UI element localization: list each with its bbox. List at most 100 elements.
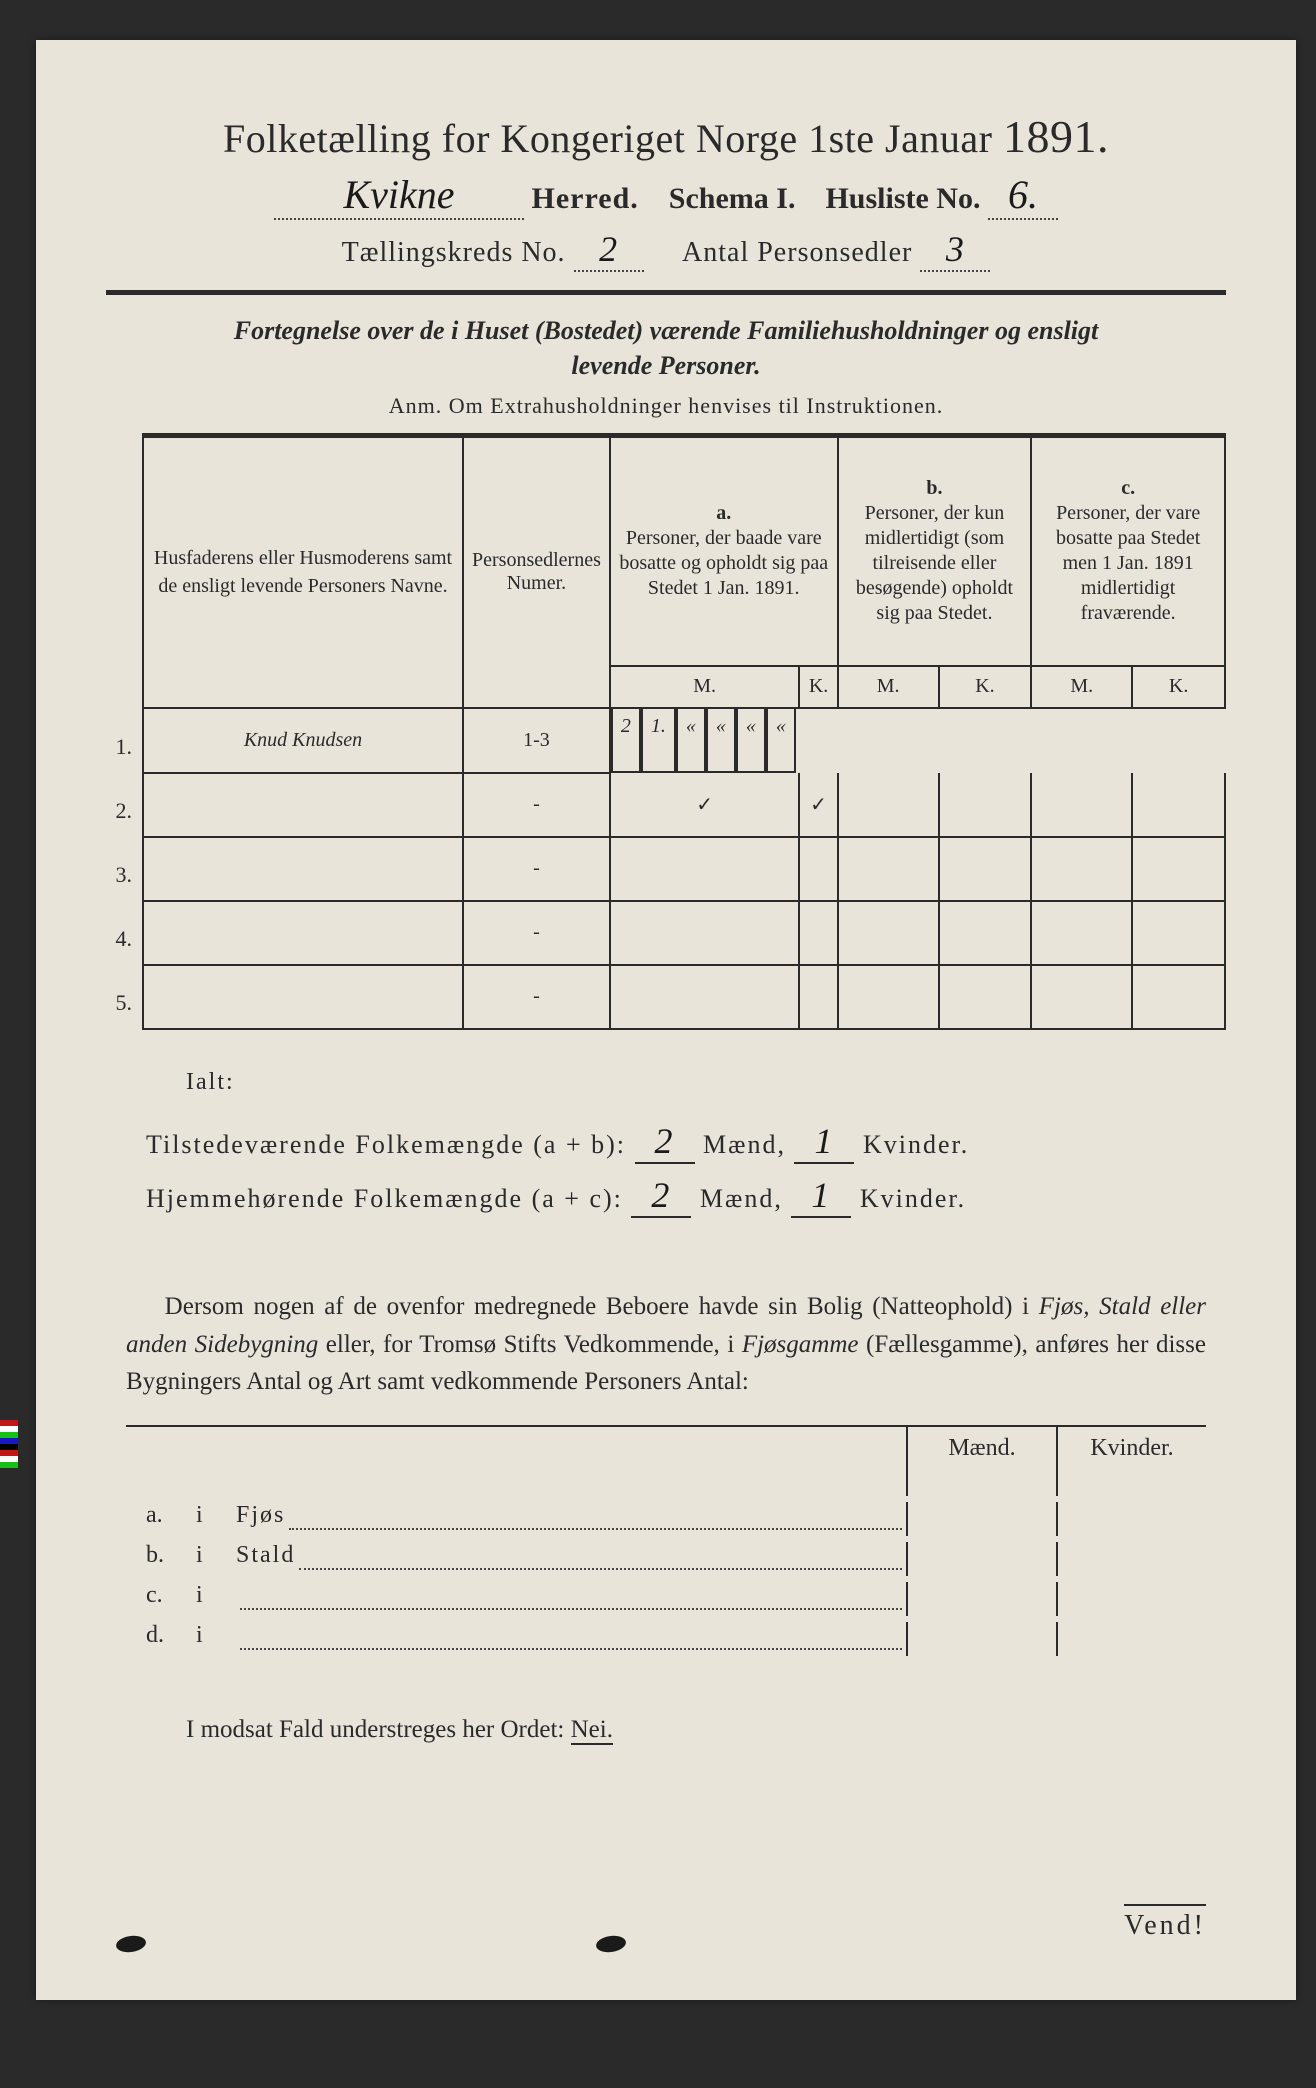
dots	[240, 1622, 902, 1650]
cell-numer: -	[463, 965, 610, 1029]
row-kvinder	[1056, 1582, 1206, 1616]
col-header-b: b.Personer, der kun midlertidigt (som ti…	[838, 436, 1032, 666]
abcd-row: a. i Fjøs	[126, 1502, 1206, 1536]
antal-no: 3	[946, 228, 965, 270]
title-year: 1891.	[1003, 111, 1109, 162]
row-label: c.	[126, 1582, 196, 1616]
cell-ak: 1.	[641, 709, 676, 773]
small-hdr-maend: Mænd.	[906, 1427, 1056, 1496]
row-num-1: 1.	[106, 715, 142, 779]
header-line-2: Kvikne Herred. Schema I. Husliste No. 6.	[106, 171, 1226, 220]
cell-numer: -	[463, 901, 610, 965]
cell-cm	[1031, 901, 1132, 965]
cell-ck	[1132, 773, 1225, 837]
row-i: i	[196, 1582, 236, 1616]
cell-numer: -	[463, 837, 610, 901]
cell-name: Knud Knudsen	[143, 708, 463, 773]
row-maend	[906, 1502, 1056, 1536]
cell-bk	[939, 901, 1032, 965]
col-header-a: a.Personer, der baade vare bosatte og op…	[610, 436, 838, 666]
hjemme-kvinder: 1	[791, 1174, 851, 1218]
cell-bk	[939, 837, 1032, 901]
cell-cm	[1031, 965, 1132, 1029]
col-header-numer: Personsedlernes Numer.	[463, 436, 610, 708]
scan-artifact	[0, 1420, 18, 1530]
hdr-c-k: K.	[1132, 666, 1225, 708]
col-header-name: Husfaderens eller Husmoderens samt de en…	[143, 436, 463, 708]
row-maend	[906, 1622, 1056, 1656]
dots	[289, 1502, 902, 1530]
ialt-label: Ialt:	[186, 1069, 1226, 1096]
row-text: Fjøs	[236, 1502, 285, 1536]
cell-am: 2	[611, 709, 641, 773]
cell-cm	[1031, 773, 1132, 837]
row-num-5: 5.	[106, 971, 142, 1035]
hdr-c-m: M.	[1031, 666, 1132, 708]
sum-line-1: Tilstedeværende Folkemængde (a + b): 2 M…	[146, 1120, 1226, 1164]
herred-label: Herred.	[532, 182, 639, 215]
subtitle-line-2: levende Personer.	[106, 348, 1226, 383]
abcd-row: c. i	[126, 1582, 1206, 1616]
row-label: d.	[126, 1622, 196, 1656]
cell-numer: -	[463, 773, 610, 837]
cell-ak	[799, 837, 837, 901]
subtitle-line-1: Fortegnelse over de i Huset (Bostedet) v…	[106, 313, 1226, 348]
subtitle: Fortegnelse over de i Huset (Bostedet) v…	[106, 313, 1226, 383]
cell-ck: «	[766, 709, 796, 773]
title-prefix: Folketælling for Kongeriget Norge 1ste J…	[223, 116, 992, 161]
table-row: Knud Knudsen 1-3 2 1. « « « «	[143, 708, 1225, 773]
cell-bm: «	[676, 709, 706, 773]
hdr-a-m: M.	[610, 666, 800, 708]
small-hdr-kvinder: Kvinder.	[1056, 1427, 1206, 1496]
main-table: Husfaderens eller Husmoderens samt de en…	[142, 433, 1226, 1030]
row-maend	[906, 1542, 1056, 1576]
cell-cm	[1031, 837, 1132, 901]
header-line-3: Tællingskreds No. 2 Antal Personsedler 3	[106, 228, 1226, 272]
instructions-paragraph: Dersom nogen af de ovenfor medregnede Be…	[126, 1288, 1206, 1401]
small-table-header: Mænd. Kvinder.	[126, 1425, 1206, 1496]
cell-ck	[1132, 901, 1225, 965]
abcd-row: b. i Stald	[126, 1542, 1206, 1576]
antal-label: Antal Personsedler	[682, 237, 912, 268]
ink-mark-icon	[595, 1934, 627, 1954]
cell-cm: «	[736, 709, 766, 773]
cell-ck	[1132, 965, 1225, 1029]
cell-bm	[838, 773, 939, 837]
herred-name-handwritten: Kvikne	[344, 171, 455, 218]
row-i: i	[196, 1622, 236, 1656]
cell-am	[610, 901, 800, 965]
row-num-2: 2.	[106, 779, 142, 843]
cell-bm	[838, 965, 939, 1029]
vend-label: Vend!	[1124, 1904, 1206, 1942]
row-kvinder	[1056, 1502, 1206, 1536]
hjemme-maend: 2	[631, 1174, 691, 1218]
cell-name	[143, 901, 463, 965]
tilstede-maend: 2	[635, 1120, 695, 1164]
hdr-a-k: K.	[799, 666, 837, 708]
maend-label: Mænd,	[703, 1130, 786, 1159]
schema-label: Schema I.	[669, 182, 796, 215]
hdr-b-m: M.	[838, 666, 939, 708]
small-table: Mænd. Kvinder. a. i Fjøs b. i Stald c. i	[126, 1425, 1206, 1656]
cell-ak: ✓	[799, 773, 837, 837]
cell-bk	[939, 773, 1032, 837]
annotation-note: Anm. Om Extrahusholdninger henvises til …	[106, 393, 1226, 419]
main-table-wrap: 1. 2. 3. 4. 5. Husfaderens eller Husmode…	[106, 433, 1226, 1035]
table-row: -	[143, 901, 1225, 965]
tilstede-label: Tilstedeværende Folkemængde (a + b):	[146, 1130, 626, 1159]
row-label: b.	[126, 1542, 196, 1576]
cell-bk: «	[706, 709, 736, 773]
table-row: - ✓ ✓	[143, 773, 1225, 837]
table-row: -	[143, 837, 1225, 901]
hjemme-label: Hjemmehørende Folkemængde (a + c):	[146, 1184, 623, 1213]
row-kvinder	[1056, 1622, 1206, 1656]
sum-line-2: Hjemmehørende Folkemængde (a + c): 2 Mæn…	[146, 1174, 1226, 1218]
row-num-3: 3.	[106, 843, 142, 907]
row-text: Stald	[236, 1542, 295, 1576]
dots	[299, 1542, 902, 1570]
cell-bk	[939, 965, 1032, 1029]
table-row: -	[143, 965, 1225, 1029]
row-i: i	[196, 1542, 236, 1576]
hdr-b-k: K.	[939, 666, 1032, 708]
cell-numer: 1-3	[463, 708, 610, 773]
